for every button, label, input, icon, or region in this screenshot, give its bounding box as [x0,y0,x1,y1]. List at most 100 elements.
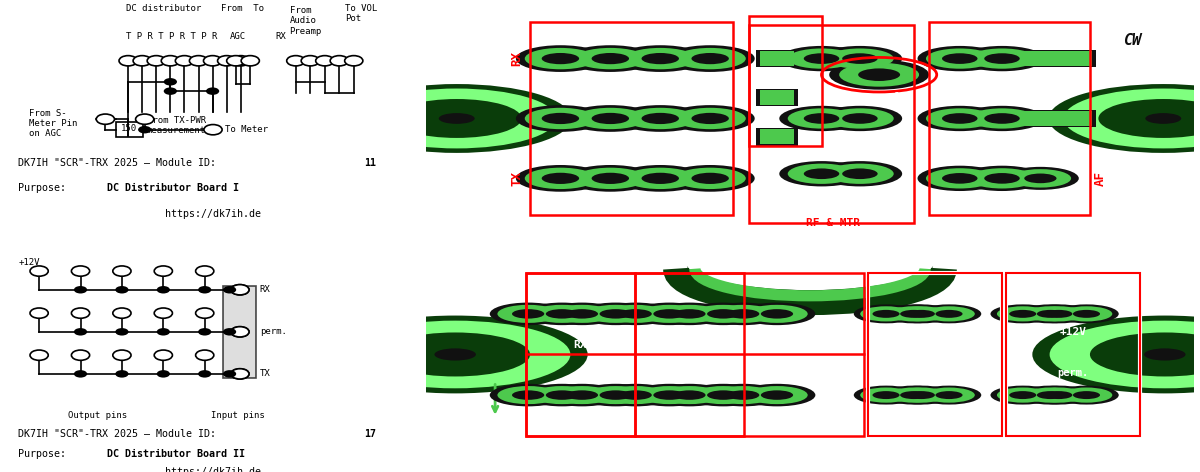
Circle shape [1061,306,1112,321]
Circle shape [1026,304,1091,323]
Circle shape [900,391,928,399]
Circle shape [584,386,647,404]
Text: P.: P. [684,340,697,350]
Text: +12V: +12V [18,258,40,268]
Text: Purpose:: Purpose: [18,448,72,459]
Circle shape [163,78,176,85]
Circle shape [889,386,954,405]
Circle shape [638,305,700,323]
Circle shape [301,56,319,66]
Circle shape [860,388,912,403]
Circle shape [858,68,900,81]
Circle shape [659,305,720,323]
Circle shape [707,390,739,400]
Text: +12V: +12V [1060,327,1086,337]
Circle shape [161,56,180,66]
Circle shape [1073,310,1100,318]
Circle shape [490,303,566,325]
Circle shape [392,99,522,138]
Circle shape [839,63,919,87]
Circle shape [198,328,211,336]
Circle shape [227,56,245,66]
Circle shape [565,165,655,192]
Circle shape [923,388,974,403]
Circle shape [860,306,912,321]
Circle shape [316,56,334,66]
Circle shape [779,46,864,71]
Circle shape [541,113,580,124]
Circle shape [155,308,173,318]
Circle shape [984,53,1020,64]
Circle shape [616,45,704,72]
Circle shape [990,304,1055,323]
Circle shape [72,350,90,360]
Text: 11: 11 [364,158,376,168]
Circle shape [888,306,940,321]
Bar [749,25,913,223]
Text: Output pins: Output pins [67,411,127,420]
Text: To Meter: To Meter [226,125,269,134]
Circle shape [908,310,935,318]
Circle shape [157,370,170,378]
Circle shape [524,108,596,129]
Circle shape [685,303,762,325]
Circle shape [598,303,674,325]
Bar [526,273,635,436]
Circle shape [1049,84,1200,153]
Circle shape [30,350,48,360]
Circle shape [74,328,88,336]
Bar [115,122,143,137]
Circle shape [516,105,605,132]
Circle shape [692,386,754,404]
Circle shape [918,166,1002,191]
Circle shape [691,113,728,124]
Circle shape [1090,332,1200,377]
Circle shape [882,304,946,323]
Text: DK7IH "SCR"-TRX 2025 – Module ID:: DK7IH "SCR"-TRX 2025 – Module ID: [18,158,222,168]
Circle shape [115,328,128,336]
Circle shape [942,113,978,124]
Circle shape [115,370,128,378]
Circle shape [1018,304,1082,323]
Bar [1024,51,1057,66]
Text: TX: TX [792,340,805,350]
Circle shape [625,108,696,129]
Circle shape [577,384,654,406]
Circle shape [1061,388,1112,403]
Circle shape [1045,391,1073,399]
Circle shape [175,56,193,66]
Circle shape [804,53,839,64]
Text: TX: TX [259,370,270,379]
Text: RX: RX [510,51,523,66]
Circle shape [923,306,974,321]
Text: https://dk7ih.de: https://dk7ih.de [166,467,262,472]
Bar [635,273,744,436]
Text: RX: RX [259,285,270,294]
Circle shape [230,369,250,379]
Circle shape [1026,386,1091,405]
Circle shape [577,303,654,325]
Circle shape [1145,113,1181,124]
Circle shape [642,53,679,64]
Circle shape [223,370,236,378]
Circle shape [532,386,593,404]
Text: DK7IH "SCR"-TRX 2025 – Module ID:: DK7IH "SCR"-TRX 2025 – Module ID: [18,429,222,439]
Circle shape [997,388,1049,403]
Circle shape [138,126,151,134]
Text: TX: TX [929,368,942,378]
Circle shape [917,304,982,323]
Circle shape [888,388,940,403]
Circle shape [605,386,666,404]
Circle shape [936,310,962,318]
Text: Purpose:: Purpose: [18,184,72,194]
Bar [1054,110,1096,127]
Circle shape [997,306,1049,321]
Text: RX: RX [275,32,286,41]
Text: RX: RX [572,340,587,350]
Circle shape [942,53,978,64]
Circle shape [804,113,839,124]
Circle shape [666,105,755,132]
Circle shape [1009,169,1072,187]
Circle shape [598,384,674,406]
Circle shape [829,60,929,90]
